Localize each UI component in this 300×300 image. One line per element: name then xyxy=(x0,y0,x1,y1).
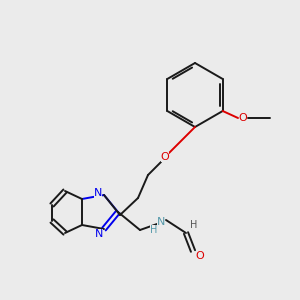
Text: N: N xyxy=(157,217,165,227)
Text: O: O xyxy=(238,113,247,123)
Text: H: H xyxy=(150,225,158,235)
Text: O: O xyxy=(196,251,204,261)
Text: N: N xyxy=(94,188,102,198)
Text: H: H xyxy=(190,220,198,230)
Text: N: N xyxy=(95,229,103,239)
Text: O: O xyxy=(160,152,169,162)
